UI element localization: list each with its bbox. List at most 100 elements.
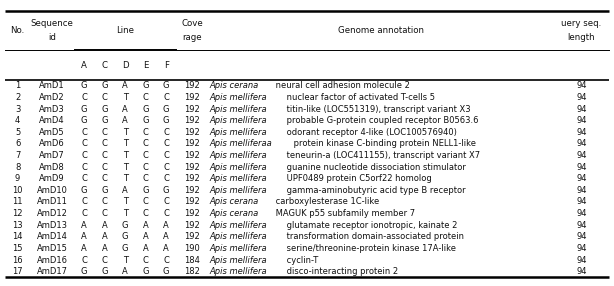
Text: AmD17: AmD17 — [37, 267, 68, 276]
Text: G: G — [142, 116, 149, 125]
Text: 192: 192 — [184, 221, 200, 230]
Text: Apis mellifera: Apis mellifera — [210, 186, 267, 195]
Text: AmD7: AmD7 — [39, 151, 65, 160]
Text: AmD12: AmD12 — [37, 209, 68, 218]
Text: C: C — [163, 197, 169, 206]
Text: 94: 94 — [576, 209, 586, 218]
Text: G: G — [142, 186, 149, 195]
Text: C: C — [81, 174, 87, 183]
Text: C: C — [142, 174, 149, 183]
Text: 13: 13 — [12, 221, 23, 230]
Text: C: C — [142, 140, 149, 148]
Text: G: G — [81, 186, 87, 195]
Text: 94: 94 — [576, 82, 586, 90]
Text: C: C — [102, 128, 107, 137]
Text: 94: 94 — [576, 163, 586, 172]
Text: AmD8: AmD8 — [39, 163, 65, 172]
Text: G: G — [163, 82, 169, 90]
Text: C: C — [142, 151, 149, 160]
Text: 192: 192 — [184, 128, 200, 137]
Text: Cove: Cove — [181, 19, 203, 28]
Text: G: G — [101, 82, 108, 90]
Text: AmD16: AmD16 — [37, 255, 68, 265]
Text: probable G-protein coupled receptor B0563.6: probable G-protein coupled receptor B056… — [284, 116, 478, 125]
Text: Apis mellifera: Apis mellifera — [210, 221, 267, 230]
Text: 192: 192 — [184, 174, 200, 183]
Text: A: A — [163, 244, 169, 253]
Text: Apis cerana: Apis cerana — [210, 197, 259, 206]
Text: Apis melliferaa: Apis melliferaa — [210, 140, 273, 148]
Text: 94: 94 — [576, 197, 586, 206]
Text: C: C — [81, 151, 87, 160]
Text: 1: 1 — [15, 82, 20, 90]
Text: 192: 192 — [184, 116, 200, 125]
Text: C: C — [102, 140, 107, 148]
Text: T: T — [123, 255, 128, 265]
Text: C: C — [102, 209, 107, 218]
Text: A: A — [81, 232, 87, 241]
Text: C: C — [142, 163, 149, 172]
Text: Apis mellifera: Apis mellifera — [210, 116, 267, 125]
Text: A: A — [102, 232, 107, 241]
Text: D: D — [122, 61, 128, 69]
Text: A: A — [163, 221, 169, 230]
Text: C: C — [102, 197, 107, 206]
Text: C: C — [142, 93, 149, 102]
Text: C: C — [142, 255, 149, 265]
Text: A: A — [143, 232, 149, 241]
Text: C: C — [102, 93, 107, 102]
Text: C: C — [142, 128, 149, 137]
Text: A: A — [81, 244, 87, 253]
Text: protein kinase C-binding protein NELL1-like: protein kinase C-binding protein NELL1-l… — [290, 140, 476, 148]
Text: C: C — [81, 197, 87, 206]
Text: 192: 192 — [184, 232, 200, 241]
Text: G: G — [163, 267, 169, 276]
Text: 192: 192 — [184, 197, 200, 206]
Text: Apis cerana: Apis cerana — [210, 209, 259, 218]
Text: 9: 9 — [15, 174, 20, 183]
Text: 94: 94 — [576, 255, 586, 265]
Text: 192: 192 — [184, 163, 200, 172]
Text: 14: 14 — [12, 232, 23, 241]
Text: G: G — [142, 105, 149, 114]
Text: 8: 8 — [15, 163, 20, 172]
Text: disco-interacting protein 2: disco-interacting protein 2 — [284, 267, 398, 276]
Text: C: C — [102, 163, 107, 172]
Text: AmD9: AmD9 — [39, 174, 65, 183]
Text: C: C — [101, 61, 107, 69]
Text: G: G — [101, 267, 108, 276]
Text: Apis mellifera: Apis mellifera — [210, 244, 267, 253]
Text: 5: 5 — [15, 128, 20, 137]
Text: A: A — [122, 116, 128, 125]
Text: C: C — [163, 93, 169, 102]
Text: Apis mellifera: Apis mellifera — [210, 174, 267, 183]
Text: 15: 15 — [12, 244, 23, 253]
Text: Apis mellifera: Apis mellifera — [210, 255, 267, 265]
Text: Apis mellifera: Apis mellifera — [210, 151, 267, 160]
Text: Apis mellifera: Apis mellifera — [210, 163, 267, 172]
Text: nuclear factor of activated T-cells 5: nuclear factor of activated T-cells 5 — [284, 93, 435, 102]
Text: G: G — [81, 105, 87, 114]
Text: glutamate receptor ionotropic, kainate 2: glutamate receptor ionotropic, kainate 2 — [284, 221, 457, 230]
Text: C: C — [163, 151, 169, 160]
Text: No.: No. — [10, 26, 25, 35]
Text: 94: 94 — [576, 93, 586, 102]
Text: C: C — [81, 93, 87, 102]
Text: A: A — [81, 221, 87, 230]
Text: C: C — [163, 163, 169, 172]
Text: T: T — [123, 128, 128, 137]
Text: AmD14: AmD14 — [37, 232, 68, 241]
Text: cyclin-T: cyclin-T — [284, 255, 319, 265]
Text: T: T — [123, 151, 128, 160]
Text: A: A — [102, 244, 107, 253]
Text: G: G — [122, 232, 128, 241]
Text: 6: 6 — [15, 140, 20, 148]
Text: 4: 4 — [15, 116, 20, 125]
Text: T: T — [123, 209, 128, 218]
Text: 16: 16 — [12, 255, 23, 265]
Text: G: G — [81, 267, 87, 276]
Text: C: C — [81, 209, 87, 218]
Text: C: C — [163, 209, 169, 218]
Text: C: C — [163, 128, 169, 137]
Text: Apis mellifera: Apis mellifera — [210, 105, 267, 114]
